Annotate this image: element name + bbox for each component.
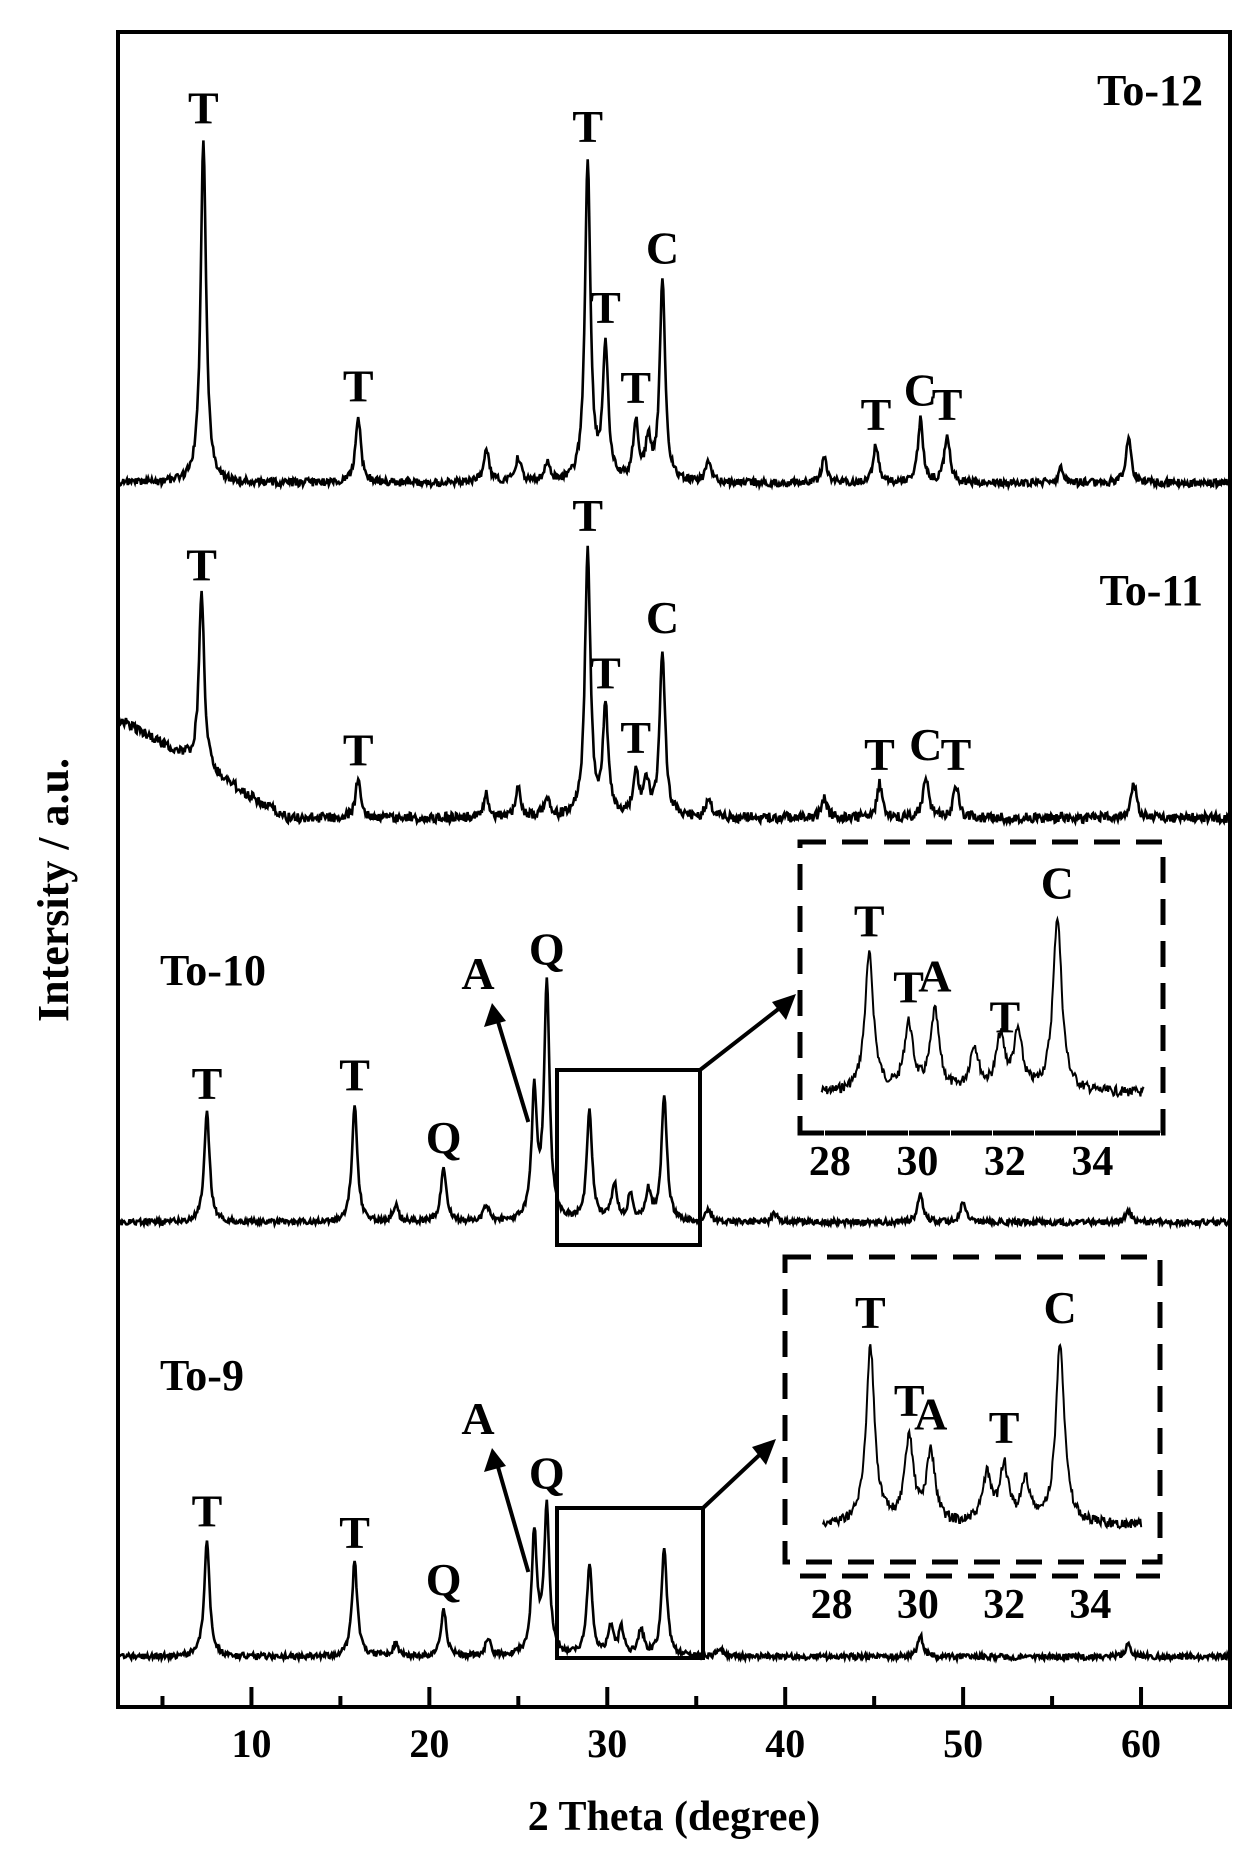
sample-label: To-11 [1099, 566, 1203, 615]
zoom-region-box [555, 1068, 702, 1247]
inset-peak-label: T [854, 896, 885, 947]
peak-label: C [646, 223, 679, 274]
zoom-arrow-head [752, 1439, 776, 1465]
peak-label: T [590, 648, 621, 699]
series-to-9: T T Q Q To-9 [116, 1351, 1232, 1665]
peak-label: T [864, 729, 895, 780]
annotation-arrow-head [484, 1448, 506, 1472]
inset-peak-label: T [855, 1287, 886, 1338]
inset-tick-label: 30 [896, 1139, 938, 1185]
peak-label: C [904, 365, 937, 416]
inset-tick-label: 34 [1071, 1139, 1113, 1185]
sample-label: To-12 [1097, 66, 1203, 115]
peak-label: C [646, 592, 679, 643]
x-tick-label: 50 [943, 1721, 983, 1766]
annotation-label: A [461, 1393, 494, 1444]
annotation-to-10: A [461, 948, 531, 1123]
inset-line [821, 1342, 1143, 1530]
zoom-region-box [555, 1506, 705, 1660]
x-tick-label: 60 [1121, 1721, 1161, 1766]
peak-label: T [861, 389, 892, 440]
peak-label: T [620, 712, 651, 763]
inset-peak-label: C [1044, 1282, 1077, 1333]
annotation-arrow-line [494, 1459, 531, 1573]
inset-peak-label: T [893, 961, 924, 1012]
peak-label: T [941, 729, 972, 780]
x-tick-label: 40 [765, 1721, 805, 1766]
series-line [116, 1499, 1232, 1665]
inset-peak-label: A [914, 1388, 947, 1439]
peak-label: T [339, 1049, 370, 1100]
x-tick-label: 20 [409, 1721, 449, 1766]
peak-label: T [572, 101, 603, 152]
peak-label: T [932, 379, 963, 430]
series-line [116, 545, 1232, 827]
peak-label: Q [426, 1554, 462, 1605]
zoom-arrow-head [772, 994, 796, 1020]
inset-tick-label: 32 [984, 1139, 1026, 1185]
inset-tick-label: 30 [897, 1582, 939, 1628]
peak-label: T [572, 490, 603, 541]
plot-frame [116, 30, 1232, 1709]
series-line [116, 140, 1231, 492]
peak-label: T [590, 282, 621, 333]
peak-label: T [620, 362, 651, 413]
peak-label: T [343, 724, 374, 775]
inset-peak-label: T [894, 1375, 925, 1426]
inset-tick-label: 34 [1069, 1582, 1111, 1628]
annotation-arrow-line [494, 1014, 531, 1123]
inset-tick-label: 28 [811, 1582, 853, 1628]
series-to-10: T T Q Q To-10 [117, 923, 1231, 1230]
sample-label: To-10 [160, 946, 266, 995]
inset-peak-label: A [918, 950, 951, 1001]
peak-label: T [192, 1486, 223, 1537]
x-axis-label: 2 Theta (degree) [528, 1794, 820, 1840]
inset-tick-label: 28 [809, 1139, 851, 1185]
annotation-arrow-head [484, 1003, 506, 1027]
peak-label: C [909, 719, 942, 770]
inset-peak-label: C [1041, 857, 1074, 908]
x-tick-label: 30 [587, 1721, 627, 1766]
annotation-label: A [461, 948, 494, 999]
peak-label: T [192, 1058, 223, 1109]
inset-peak-label: T [990, 992, 1021, 1043]
peak-label: T [343, 360, 374, 411]
peak-label: Q [426, 1112, 462, 1163]
inset-frame [782, 1254, 1163, 1565]
peak-label: T [339, 1507, 370, 1558]
sample-label: To-9 [160, 1351, 244, 1400]
x-tick-label: 10 [231, 1721, 271, 1766]
peak-label: T [188, 82, 219, 133]
inset-line [820, 915, 1145, 1099]
inset-frame [797, 839, 1166, 1136]
annotation-to-9: A [461, 1393, 531, 1573]
series-line [117, 977, 1231, 1230]
peak-label: Q [529, 1447, 565, 1498]
peak-label: T [186, 539, 217, 590]
peak-label: Q [529, 923, 565, 974]
x-axis: 10 20 30 40 50 60 [160, 1687, 1161, 1766]
zoom-arrow-line [698, 998, 792, 1072]
y-axis-label: Intersity / a.u. [29, 758, 78, 1022]
inset-tick-label: 32 [983, 1582, 1025, 1628]
inset-peak-label: T [989, 1402, 1020, 1453]
